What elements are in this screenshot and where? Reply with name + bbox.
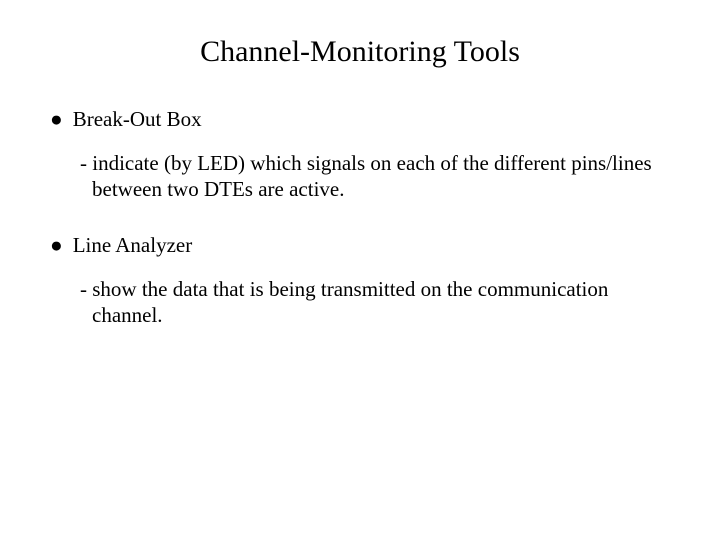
page-title: Channel-Monitoring Tools — [50, 35, 670, 69]
bullet-icon: ● — [50, 109, 63, 130]
desc-text: show the data that is being transmitted … — [92, 277, 608, 327]
item-description: - indicate (by LED) which signals on eac… — [80, 150, 670, 203]
dash-prefix: - — [80, 277, 92, 301]
bullet-icon: ● — [50, 235, 63, 256]
item-description: - show the data that is being transmitte… — [80, 276, 670, 329]
item-header: ● Break-Out Box — [50, 107, 670, 132]
dash-prefix: - — [80, 151, 92, 175]
item-title-text: Break-Out Box — [73, 107, 202, 131]
desc-text: indicate (by LED) which signals on each … — [92, 151, 652, 201]
item-header: ● Line Analyzer — [50, 233, 670, 258]
list-item: ● Line Analyzer - show the data that is … — [50, 233, 670, 329]
item-title: Break-Out Box — [73, 107, 202, 132]
item-title: Line Analyzer — [73, 233, 193, 258]
list-item: ● Break-Out Box - indicate (by LED) whic… — [50, 107, 670, 203]
